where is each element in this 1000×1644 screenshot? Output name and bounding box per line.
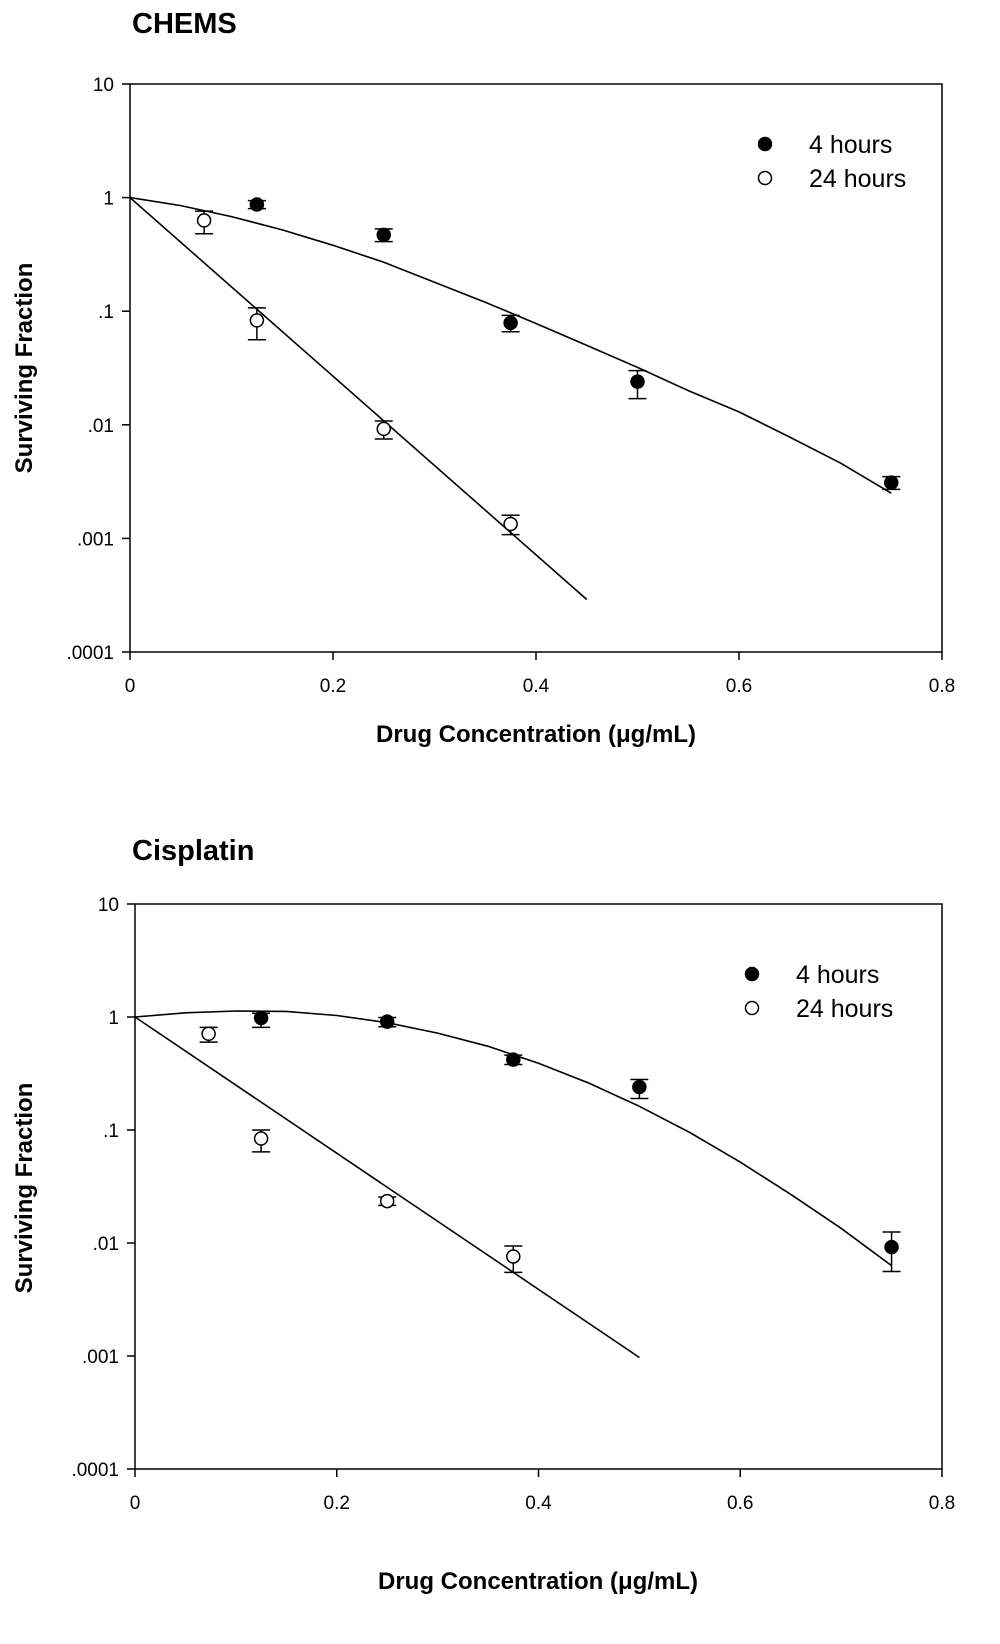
data-point-24-hours [196,213,212,228]
data-point-4-hours [884,1239,899,1255]
legend-label-4-hours: 4 hours [796,961,879,989]
legend-label-4-hours: 4 hours [809,131,892,159]
legend: 4 hours 24 hours [744,961,893,1023]
data-point-24-hours [376,421,391,437]
y-tick-label: .01 [93,1234,119,1255]
data-point-24-hours [379,1193,395,1209]
x-tick-label: 0.4 [523,676,550,697]
y-tick-label: .1 [98,302,114,323]
y-tick-label: .001 [82,1347,119,1368]
data-point-24-hours [506,1249,521,1264]
x-tick-label: 0.6 [726,676,752,697]
fit-curve-24-hours [134,1016,640,1359]
y-tick-label: .01 [88,416,114,437]
x-tick-label: 0.4 [525,1493,552,1514]
data-points [195,197,901,536]
data-point-4-hours [253,1010,269,1026]
x-tick-label: 0.8 [929,1493,955,1514]
x-axis-label: Drug Concentration (μg/mL) [376,721,696,748]
x-tick-label: 0.8 [929,676,955,697]
axis-ticks: 0 0.2 0.4 0.6 0.8 .0001 .001 .01 .1 1 10 [71,895,955,1514]
legend-marker-4-hours [744,966,760,982]
data-point-4-hours [506,1052,521,1067]
legend-marker-24-hours [744,1000,760,1016]
x-tick-label: 0 [130,1493,141,1514]
data-point-4-hours [379,1014,395,1029]
y-tick-label: .0001 [71,1460,119,1481]
x-tick-label: 0.2 [324,1493,350,1514]
fit-curve-4-hours [134,1010,893,1267]
y-tick-label: 1 [108,1008,119,1029]
y-tick-label: 10 [98,895,119,916]
data-points [199,1010,901,1274]
cisplatin-chart: Cisplatin 0 0.2 0.4 0.6 0.8 .0001 .001 .01 .1 1 10… [0,822,1000,1644]
x-axis-label: Drug Concentration (μg/mL) [378,1568,698,1595]
legend-marker-24-hours [757,170,773,186]
axis-ticks: 0 0.2 0.4 0.6 0.8 .0001 .001 .01 .1 1 10 [66,75,955,697]
data-point-24-hours [201,1026,216,1042]
fit-curve-24-hours [129,196,588,601]
y-tick-label: 10 [93,75,114,96]
x-tick-label: 0.2 [320,676,346,697]
data-point-4-hours [632,1079,647,1095]
legend-marker-4-hours [757,136,773,152]
cisplatin-chart-svg: Cisplatin 0 0.2 0.4 0.6 0.8 .0001 .001 .01 .1 1 10… [11,835,955,1595]
x-tick-label: 0.6 [727,1493,753,1514]
data-point-4-hours [503,315,518,331]
legend-label-24-hours: 24 hours [809,165,906,193]
y-tick-label: .001 [77,529,114,550]
fit-curve-4-hours [129,196,892,494]
y-tick-label: 1 [103,189,114,210]
data-point-24-hours [253,1131,269,1146]
data-point-4-hours [884,475,899,490]
legend: 4 hours 24 hours [757,131,906,193]
y-tick-label: .1 [103,1121,119,1142]
fit-curves [129,196,892,601]
data-point-4-hours [249,197,265,212]
data-point-24-hours [503,516,518,532]
chems-chart: CHEMS 0 0.2 0.4 0.6 0.8 .0001 .001 .01 .1 1 10 4 h… [11,8,955,748]
y-tick-label: .0001 [66,643,114,664]
chems-chart-svg: CHEMS 0 0.2 0.4 0.6 0.8 .0001 .001 .01 .1 1 10 4 h… [11,8,955,748]
x-tick-label: 0 [125,676,136,697]
legend-label-24-hours: 24 hours [796,995,893,1023]
y-axis-label: Surviving Fraction [11,263,38,474]
data-point-4-hours [376,227,391,243]
data-point-24-hours [249,313,265,328]
chart-title: Cisplatin [132,835,254,867]
y-axis-label: Surviving Fraction [11,1083,38,1294]
chart-title: CHEMS [132,8,237,40]
data-point-4-hours [630,374,645,389]
